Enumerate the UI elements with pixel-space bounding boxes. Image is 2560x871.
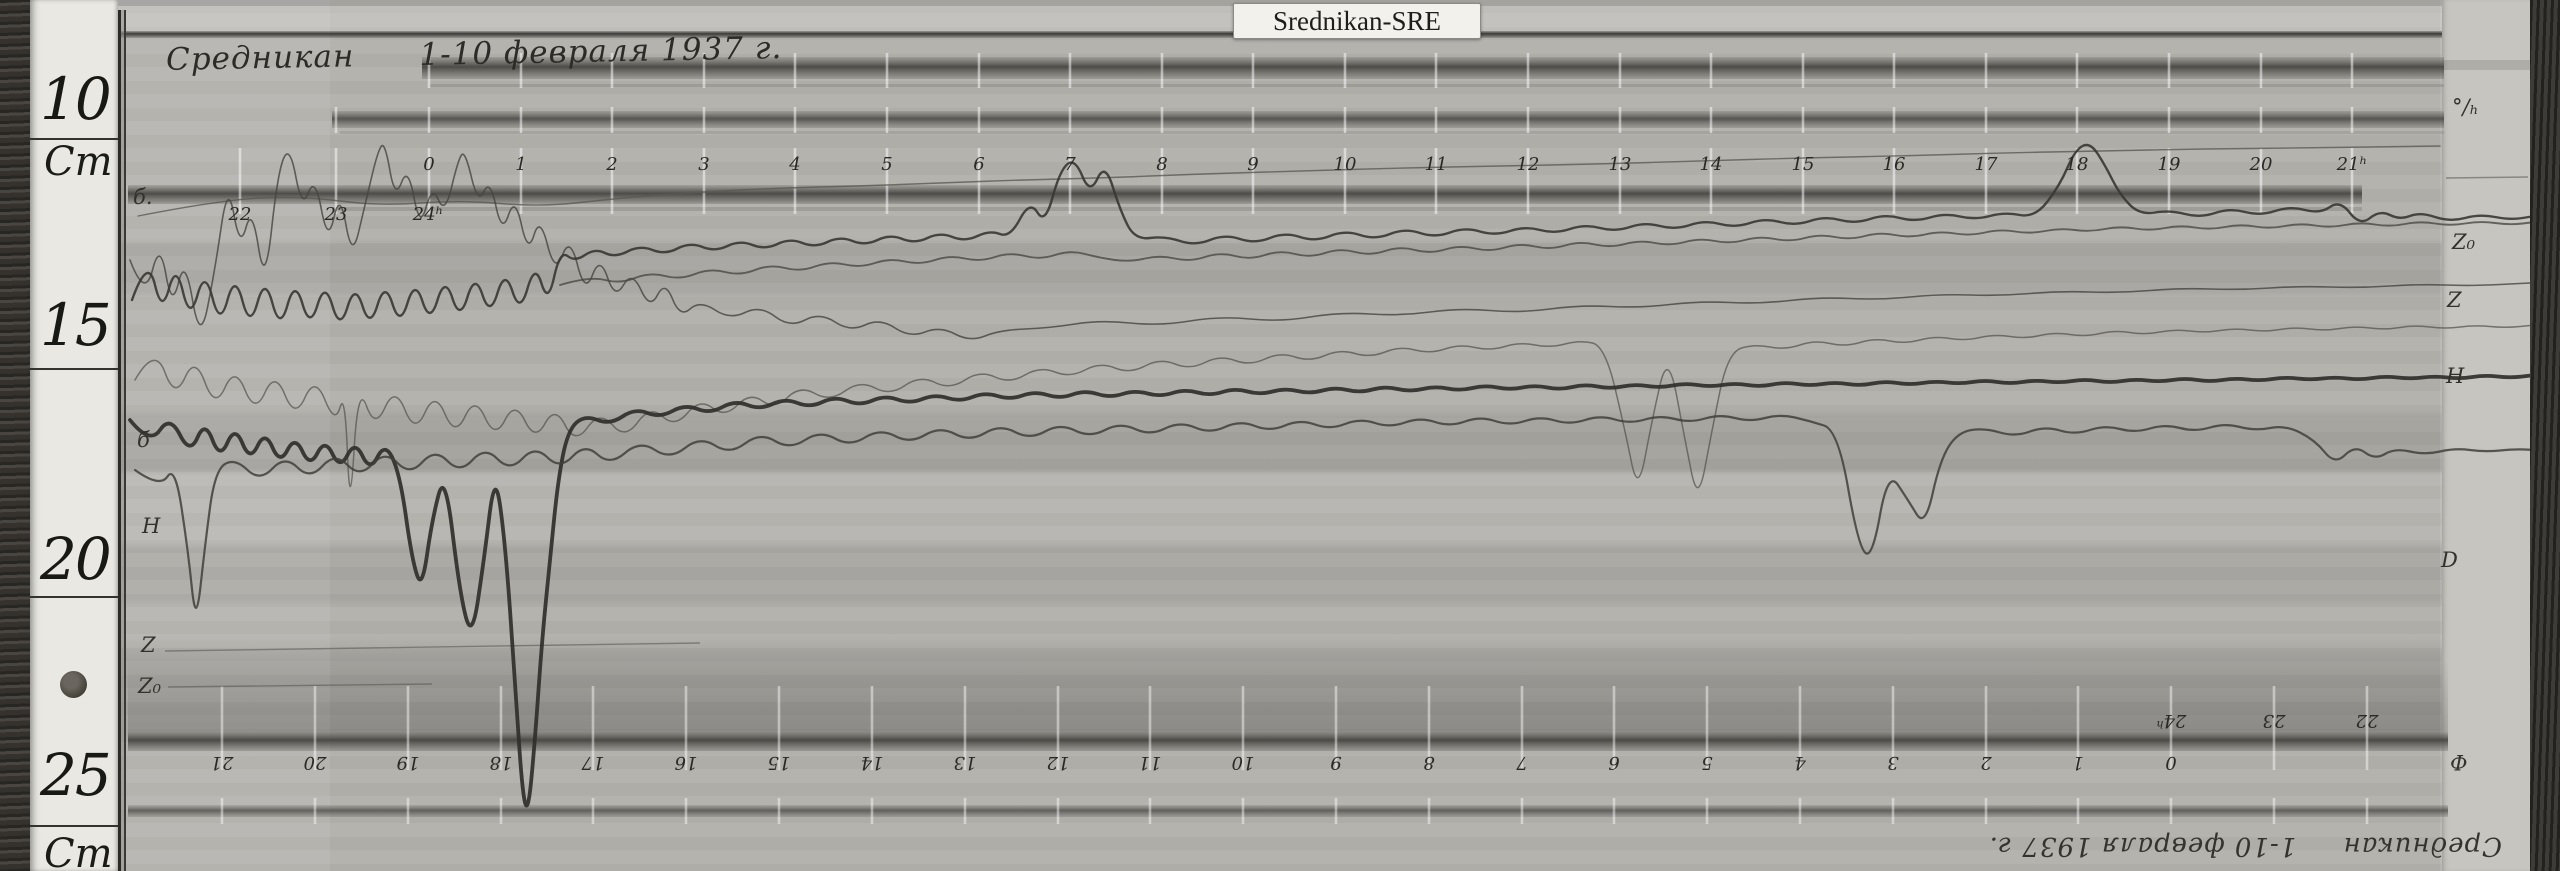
hour-label-top: 8 [1156,154,1168,175]
sheet-left-edge [118,10,128,871]
ruler-unit-bottom: Ст [44,831,113,871]
trace-id-left-H: H [142,514,161,538]
hour-label-bottom-above: 24ʰ [2155,710,2187,731]
hour-label-bottom: 15 [767,752,791,773]
hour-label-bottom: 14 [860,752,884,773]
hour-label-top: 5 [881,154,893,175]
hour-label-top: 2 [606,154,618,175]
hour-label-top-below: 24ʰ [412,204,444,225]
trace-id-left-: б. [133,185,153,209]
hour-label-top: 14 [1699,154,1723,175]
hour-label-bottom: 12 [1046,752,1070,773]
hour-label-top: 11 [1424,154,1448,175]
hour-label-top: 13 [1608,154,1632,175]
hour-label-top: 9 [1247,154,1259,175]
hour-label-top: 18 [2065,154,2089,175]
trace-id-left-: б [137,428,150,452]
hour-label-top: 3 [698,154,710,175]
photo-sheet [118,0,2530,871]
hour-label-top-below: 22 [228,204,252,225]
hour-label-bottom: 1 [2072,752,2084,773]
hour-label-top: 10 [1333,154,1357,175]
hour-label-bottom: 16 [674,752,698,773]
hour-label-bottom: 4 [1794,752,1806,773]
hour-label-bottom: 19 [396,752,420,773]
ruler-unit-top: Ст [44,139,113,185]
hour-label-bottom: 7 [1516,752,1528,773]
hour-label-top-below: 23 [324,204,348,225]
hour-label-top: 21ʰ [2336,154,2368,175]
ruler-mark-20: 20 [40,525,112,593]
hour-label-top: 16 [1882,154,1906,175]
ruler-line [30,368,118,370]
station-label-tag: Srednikan-SRE [1233,3,1481,39]
hour-label-top: 17 [1974,154,1998,175]
trace-id-right-Z: Z₀ [2452,230,2476,254]
hour-label-top: 12 [1516,154,1540,175]
hour-label-top: 19 [2157,154,2181,175]
hour-label-bottom: 3 [1887,752,1899,773]
hour-label-top: 6 [973,154,985,175]
hour-label-bottom: 13 [953,752,977,773]
ruler-mark-15: 15 [40,291,112,359]
hour-label-bottom-above: 23 [2262,710,2286,731]
trace-id-right-: Ф [2450,750,2468,774]
hour-label-bottom: 20 [303,752,327,773]
hour-label-top: 15 [1791,154,1815,175]
hour-label-top: 4 [789,154,801,175]
hour-label-bottom-above: 22 [2355,710,2379,731]
hour-label-top: 7 [1064,154,1076,175]
trace-id-right-Z: Z [2447,288,2462,312]
hour-label-bottom: 5 [1701,752,1713,773]
sheet-right-margin [2442,0,2532,871]
trace-id-right-: °/ₕ [2452,95,2479,119]
hour-label-bottom: 10 [1231,752,1255,773]
hour-label-bottom: 2 [1980,752,1992,773]
trace-id-left-Z: Z₀ [138,674,162,698]
table-edge-right [2530,0,2560,871]
trace-id-left-Z: Z [141,633,156,657]
trace-id-right-D: D [2441,548,2458,572]
hour-label-top: 20 [2249,154,2273,175]
ruler-hole [60,671,87,698]
ruler-line [30,596,118,598]
hour-label-bottom: 9 [1330,752,1342,773]
hour-label-bottom: 6 [1608,752,1620,773]
ruler-line [30,138,118,140]
hour-label-bottom: 11 [1138,752,1162,773]
hour-label-bottom: 18 [489,752,513,773]
ruler-mark-25: 25 [40,741,112,809]
hour-label-bottom: 17 [581,752,605,773]
hour-label-bottom: 8 [1423,752,1435,773]
trace-id-right-H: H [2446,364,2465,388]
table-edge-left [0,0,30,871]
ruler-line [30,825,118,827]
cm-ruler: 10 Ст 15 20 25 Ст [30,0,118,871]
hour-label-bottom: 21 [210,752,234,773]
ruler-mark-10: 10 [40,65,112,133]
hour-label-top: 1 [515,154,527,175]
handwritten-title-flipped: Средникан 1-10 февраля 1937 г. [1988,831,2502,861]
hour-label-bottom: 0 [2165,752,2177,773]
hour-label-top: 0 [423,154,435,175]
